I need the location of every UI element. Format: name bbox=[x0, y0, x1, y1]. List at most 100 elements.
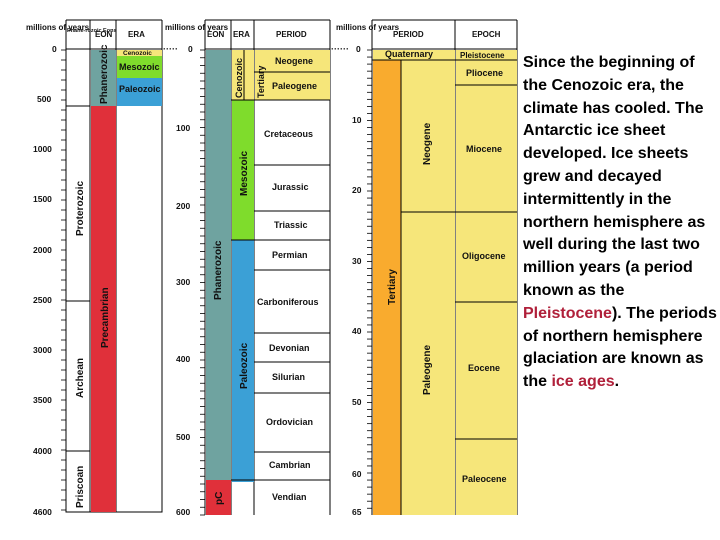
caption-pleistocene: Pleistocene bbox=[523, 304, 612, 322]
panel-1-era-header: ERA bbox=[128, 30, 145, 39]
panel-1-time-scale: millions of years Phane-rozoic Eons EON … bbox=[26, 19, 163, 517]
panel-2-paleozoic-label: Paleozoic bbox=[239, 342, 250, 389]
priscoan-label: Priscoan bbox=[75, 466, 86, 508]
pliocene-label: Pliocene bbox=[466, 68, 503, 78]
period-triassic: Triassic bbox=[274, 220, 308, 230]
panel-1-tick-2500: 2500 bbox=[33, 295, 52, 305]
panel-3-tick-60: 60 bbox=[352, 469, 362, 479]
panel-1-tick-1500: 1500 bbox=[33, 194, 52, 204]
panel-2-tick-600: 600 bbox=[176, 507, 190, 517]
period-cretaceous: Cretaceous bbox=[264, 129, 313, 139]
panel-3-years-header: millions of years bbox=[336, 23, 400, 32]
panel-2-years-header: millions of years bbox=[165, 23, 229, 32]
paleozoic-era-block bbox=[117, 78, 162, 106]
panel-3-tick-40: 40 bbox=[352, 326, 362, 336]
panel-2-period-header: PERIOD bbox=[276, 30, 307, 39]
panel-1-cenozoic-label: Cenozoic bbox=[123, 50, 152, 57]
panel-2-tertiary-label: Tertiary bbox=[256, 66, 266, 98]
panel-2-mesozoic-block bbox=[232, 100, 254, 240]
neogene-block bbox=[401, 60, 455, 212]
panel-2-tick-300: 300 bbox=[176, 277, 190, 287]
panel-3-period-header: PERIOD bbox=[393, 30, 424, 39]
panel-3-tick-10: 10 bbox=[352, 115, 362, 125]
proterozoic-label: Proterozoic bbox=[75, 181, 86, 236]
period-ordovician: Ordovician bbox=[266, 417, 313, 427]
panel-3-tertiary-label: Tertiary bbox=[387, 269, 398, 305]
panel-2-cenozoic-block bbox=[232, 50, 254, 100]
period-paleogene: Paleogene bbox=[272, 81, 317, 91]
period-permian: Permian bbox=[272, 250, 308, 260]
panel-3-paleogene-label: Paleogene bbox=[422, 345, 433, 395]
caption-text-2: ). The periods of northern hemisphere gl… bbox=[523, 304, 717, 391]
panel-2-phanerozoic-label: Phanerozoic bbox=[213, 240, 224, 300]
panel-2-pc-block bbox=[206, 480, 231, 515]
panel-2-cenozoic-label: Cenozoic bbox=[234, 58, 244, 98]
panel-3-tick-65: 65 bbox=[352, 507, 362, 517]
quaternary-label: Quaternary bbox=[385, 49, 433, 59]
panel-1-eon-header: EON bbox=[95, 30, 113, 39]
panel-1-tick-500: 500 bbox=[37, 94, 51, 104]
miocene-label: Miocene bbox=[466, 144, 502, 154]
panel-2-minor-ticks bbox=[200, 49, 205, 516]
quaternary-block bbox=[373, 50, 455, 60]
panel-3-epoch-header: EPOCH bbox=[472, 30, 501, 39]
panel-1-tick-3000: 3000 bbox=[33, 345, 52, 355]
eocene-label: Eocene bbox=[468, 363, 500, 373]
panel-3-tick-30: 30 bbox=[352, 256, 362, 266]
period-devonian: Devonian bbox=[269, 343, 310, 353]
tertiary-block bbox=[373, 60, 401, 515]
panel-3-time-scale: millions of years PERIOD EPOCH Quaternar… bbox=[336, 19, 518, 517]
panel-1-tick-4600: 4600 bbox=[33, 507, 52, 517]
panel-1-pre-header: Phane-rozoic Eons bbox=[67, 28, 117, 34]
panel-2-neogene-block bbox=[255, 50, 330, 72]
connector-dots-1: ····· bbox=[163, 44, 178, 54]
panel-3-minor-ticks bbox=[367, 49, 372, 509]
panel-2-phanerozoic-block bbox=[206, 50, 231, 480]
pliocene-block bbox=[456, 60, 517, 85]
caption-text-1: Since the beginning of the Cenozoic era,… bbox=[523, 54, 706, 299]
panel-2-era-header: ERA bbox=[233, 30, 250, 39]
panel-2-pc-label: pC bbox=[214, 492, 225, 505]
panel-3-tick-20: 20 bbox=[352, 185, 362, 195]
panel-2-tick-200: 200 bbox=[176, 201, 190, 211]
panel-2-eon-header: EON bbox=[207, 30, 225, 39]
panel-1-tick-0: 0 bbox=[52, 44, 57, 54]
panel-1-tick-2000: 2000 bbox=[33, 245, 52, 255]
panel-2-mesozoic-label: Mesozoic bbox=[239, 151, 250, 196]
panel-2-tick-400: 400 bbox=[176, 354, 190, 364]
panel-2-paleozoic-block bbox=[232, 240, 254, 482]
period-vendian: Vendian bbox=[272, 492, 307, 502]
connector-dots-2: ······ bbox=[331, 44, 349, 54]
panel-1-tick-4000: 4000 bbox=[33, 446, 52, 456]
precambrian-label: Precambrian bbox=[100, 287, 111, 348]
panel-1-tick-1000: 1000 bbox=[33, 144, 52, 154]
period-silurian: Silurian bbox=[272, 372, 305, 382]
phanerozoic-block bbox=[91, 50, 116, 106]
panel-3-neogene-label: Neogene bbox=[422, 122, 433, 165]
pleistocene-label: Pleistocene bbox=[460, 51, 505, 60]
paleocene-block bbox=[456, 439, 517, 515]
paleogene-block bbox=[401, 212, 455, 515]
caption-text-3: . bbox=[614, 373, 620, 391]
period-cambrian: Cambrian bbox=[269, 460, 311, 470]
panel-1-paleozoic-label: Paleozoic bbox=[119, 84, 161, 94]
oligocene-label: Oligocene bbox=[462, 251, 506, 261]
miocene-block bbox=[456, 85, 517, 212]
oligocene-block bbox=[456, 212, 517, 302]
panel-1-tick-3500: 3500 bbox=[33, 395, 52, 405]
precambrian-block bbox=[91, 106, 116, 512]
panel-2-paleogene-block bbox=[255, 72, 330, 100]
cenozoic-era-block bbox=[117, 50, 162, 56]
panel-3-tick-50: 50 bbox=[352, 397, 362, 407]
panel-2-tick-500: 500 bbox=[176, 432, 190, 442]
panel-1-phanerozoic-label: Phanerozoic bbox=[99, 44, 110, 104]
pleistocene-block bbox=[456, 50, 517, 60]
mesozoic-era-block bbox=[117, 56, 162, 78]
archean-label: Archean bbox=[75, 358, 86, 398]
period-jurassic: Jurassic bbox=[272, 182, 309, 192]
paleocene-label: Paleocene bbox=[462, 474, 507, 484]
panel-1-mesozoic-label: Mesozoic bbox=[119, 62, 160, 72]
panel-3-tick-0: 0 bbox=[356, 44, 361, 54]
eocene-block bbox=[456, 302, 517, 439]
